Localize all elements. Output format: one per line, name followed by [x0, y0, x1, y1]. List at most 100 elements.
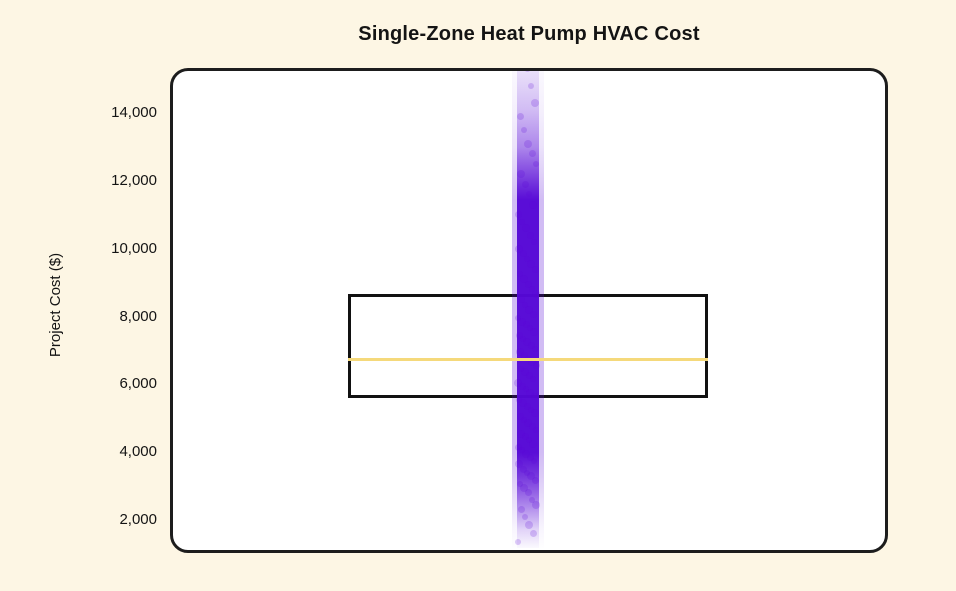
strip-point [532, 500, 540, 509]
strip-point [525, 372, 533, 380]
strip-point [531, 98, 539, 107]
strip-point [515, 460, 523, 469]
strip-point [529, 530, 537, 538]
strip-point [516, 112, 524, 120]
plot-area [173, 71, 885, 550]
ytick-12000: 12,000 [111, 172, 157, 189]
strip-point [531, 265, 539, 273]
strip-point [529, 439, 537, 448]
strip-point [521, 416, 527, 423]
strip-point [529, 311, 537, 319]
strip-point [526, 231, 534, 239]
strip-point [516, 348, 524, 357]
strip-point [529, 496, 535, 503]
strip-point [528, 358, 536, 367]
plot-panel [170, 68, 888, 553]
strip-point [526, 191, 532, 198]
strip-point [532, 290, 540, 299]
strip-point [518, 382, 526, 390]
strip-point [514, 211, 522, 219]
strip-point [519, 218, 525, 225]
strip-point [523, 386, 529, 393]
strip-point [527, 471, 535, 480]
strip-point [517, 481, 523, 488]
ytick-10000: 10,000 [111, 240, 157, 257]
strip-point [532, 345, 538, 352]
strip-point [519, 447, 525, 454]
strip-point [533, 427, 539, 434]
strip-point [519, 398, 527, 407]
ytick-6000: 6,000 [119, 375, 157, 392]
strip-point [522, 513, 528, 520]
strip-point [518, 317, 526, 326]
strip-point [515, 315, 521, 322]
strip-point [532, 362, 540, 370]
strip-point [517, 429, 525, 438]
strip-point [531, 238, 537, 245]
boxplot-median-line [348, 358, 708, 361]
strip-point [526, 453, 534, 461]
strip-point [530, 327, 538, 336]
ytick-4000: 4,000 [119, 443, 157, 460]
strip-plot-band [517, 71, 539, 548]
strip-point [515, 539, 521, 546]
strip-point [528, 423, 536, 431]
strip-point [522, 321, 530, 329]
strip-point [523, 402, 531, 410]
ytick-8000: 8,000 [119, 308, 157, 325]
strip-point [522, 449, 530, 458]
strip-point [520, 335, 526, 342]
strip-point [531, 409, 539, 418]
strip-point [521, 126, 527, 133]
strip-point [516, 396, 522, 403]
strip-point [517, 170, 525, 179]
strip-point [524, 419, 532, 428]
strip-point [519, 465, 527, 473]
strip-point [517, 296, 525, 304]
strip-point [520, 483, 528, 492]
strip-point [515, 331, 523, 339]
strip-point [517, 271, 523, 278]
ytick-2000: 2,000 [119, 511, 157, 528]
strip-point [525, 305, 533, 314]
strip-point [524, 255, 530, 262]
strip-point [524, 469, 530, 476]
strip-point [522, 224, 530, 233]
strip-point [520, 352, 528, 359]
strip-point [531, 457, 537, 464]
strip-point [528, 82, 534, 89]
strip-point [526, 388, 534, 397]
strip-point [517, 506, 525, 514]
strip-point [527, 341, 535, 349]
strip-point [533, 160, 539, 167]
strip-point [530, 392, 538, 400]
strip-point [523, 337, 531, 346]
strip-point [521, 180, 529, 188]
strip-point [518, 366, 524, 373]
strip-point [531, 477, 539, 485]
strip-point [524, 280, 532, 288]
strip-point [527, 259, 535, 268]
strip-point [529, 286, 535, 293]
strip-point [524, 489, 532, 497]
strip-point [528, 150, 536, 158]
strip-point [514, 443, 522, 451]
strip-point [523, 71, 531, 73]
strip-point [529, 200, 537, 209]
strip-point [520, 275, 528, 284]
strip-point [524, 139, 532, 148]
chart-title: Single-Zone Heat Pump HVAC Cost [358, 23, 700, 45]
strip-point [521, 368, 529, 377]
strip-point [515, 244, 523, 253]
strip-point [514, 378, 522, 387]
strip-point [522, 301, 528, 308]
strip-point [519, 250, 527, 258]
ytick-14000: 14,000 [111, 104, 157, 121]
strip-point [516, 413, 524, 421]
strip-point [525, 521, 533, 530]
strip-point [530, 376, 536, 383]
strip-point [526, 437, 532, 444]
strip-point [527, 325, 533, 332]
strip-point [528, 406, 534, 413]
